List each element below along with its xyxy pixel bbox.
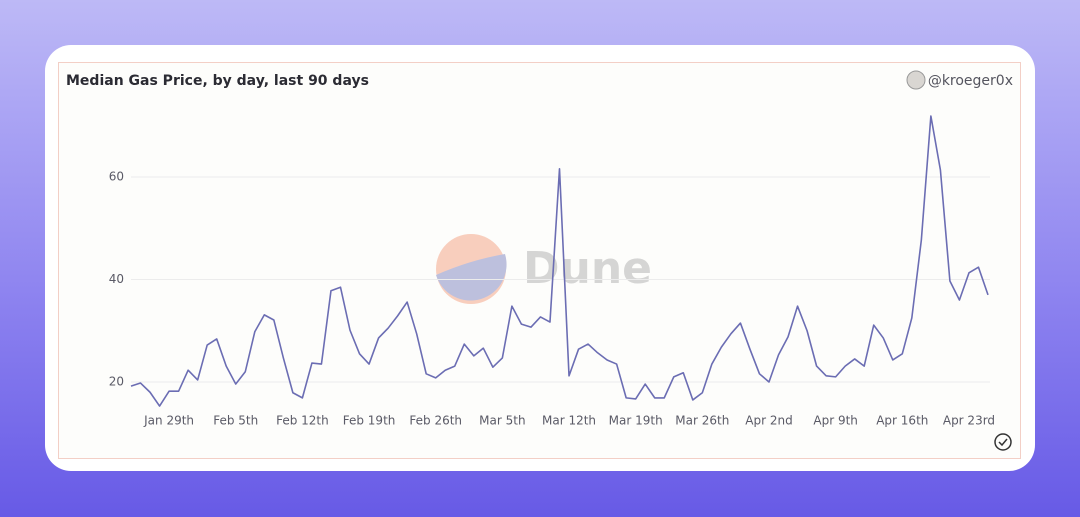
x-tick-label: Apr 23rd	[943, 414, 995, 428]
check-icon[interactable]	[994, 433, 1012, 451]
x-tick-label: Jan 29th	[143, 414, 194, 428]
x-tick-label: Feb 26th	[409, 414, 462, 428]
x-tick-label: Mar 26th	[675, 414, 729, 428]
watermark-logo: Dune	[436, 234, 652, 304]
x-tick-label: Mar 19th	[609, 414, 663, 428]
x-tick-label: Apr 16th	[876, 414, 928, 428]
avatar	[906, 70, 926, 90]
y-tick-label: 60	[109, 170, 124, 184]
chart-title: Median Gas Price, by day, last 90 days	[66, 73, 369, 89]
y-tick-label: 20	[109, 375, 124, 389]
x-tick-label: Apr 9th	[813, 414, 858, 428]
chart-frame	[58, 62, 1021, 459]
watermark-circle-lower	[436, 254, 507, 301]
y-tick-label: 40	[109, 272, 124, 286]
x-tick-label: Apr 2nd	[745, 414, 792, 428]
x-tick-label: Mar 12th	[542, 414, 596, 428]
x-tick-label: Feb 12th	[276, 414, 329, 428]
x-tick-label: Feb 5th	[213, 414, 258, 428]
watermark-text: Dune	[523, 243, 652, 294]
x-tick-label: Mar 5th	[479, 414, 525, 428]
author[interactable]: @kroeger0x	[928, 73, 1013, 89]
plot: 20 40 60 Jan 29th Feb 5th Feb 12th Feb 19th Feb…	[109, 115, 995, 428]
data-line	[130, 115, 989, 407]
x-tick-label: Feb 19th	[343, 414, 396, 428]
